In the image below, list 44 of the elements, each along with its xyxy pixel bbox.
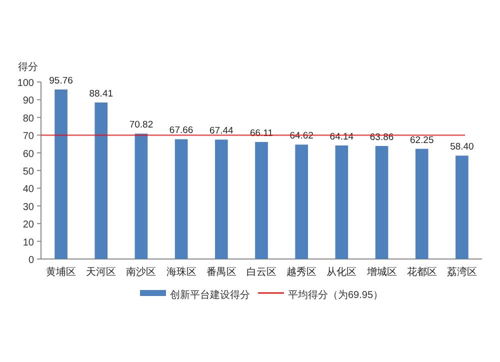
legend-label: 平均得分（为69.95） <box>288 289 384 301</box>
text: 62.25 <box>410 134 434 146</box>
y-tick-label: 0 <box>28 255 34 266</box>
legend-label: 创新平台建设得分 <box>170 289 250 301</box>
y-tick-label: 10 <box>22 237 34 248</box>
text: 95.76 <box>49 76 73 87</box>
x-tick-label: 荔湾区 <box>446 266 477 278</box>
bar <box>335 145 348 259</box>
y-axis-title: 得分 <box>18 61 38 73</box>
y-tick-label: 70 <box>22 131 34 142</box>
x-tick-label: 番禺区 <box>206 266 236 278</box>
y-tick-label: 20 <box>22 220 34 231</box>
x-tick-label: 白云区 <box>246 266 276 278</box>
bar <box>54 90 68 259</box>
bar <box>255 142 268 259</box>
bar <box>456 156 468 259</box>
x-tick-label: 黄埔区 <box>46 266 76 278</box>
text: 63.86 <box>370 132 394 143</box>
y-tick-label: 50 <box>22 166 34 178</box>
text: 67.66 <box>169 125 194 136</box>
bar <box>415 148 428 259</box>
bar <box>295 144 308 259</box>
text: 67.44 <box>210 126 234 137</box>
text: 70.82 <box>129 120 154 131</box>
bar <box>214 140 228 259</box>
bar <box>174 139 188 259</box>
y-tick-label: 90 <box>22 96 34 107</box>
text: 58.40 <box>450 142 474 153</box>
y-tick-label: 80 <box>22 113 34 124</box>
x-tick-label: 海珠区 <box>166 266 196 278</box>
x-tick-label: 花都区 <box>406 266 437 278</box>
bar <box>94 102 108 259</box>
x-tick-label: 增城区 <box>366 266 397 278</box>
bar <box>375 146 388 259</box>
y-tick-label: 40 <box>22 184 34 196</box>
x-tick-label: 南沙区 <box>126 266 156 278</box>
x-tick-label: 天河区 <box>86 266 116 278</box>
y-tick-label: 60 <box>22 148 34 160</box>
bar <box>134 134 148 259</box>
y-tick-label: 100 <box>17 78 34 89</box>
x-tick-label: 从化区 <box>326 266 357 278</box>
text: 88.41 <box>89 88 114 100</box>
x-tick-label: 越秀区 <box>286 266 317 278</box>
y-tick-label: 30 <box>22 202 34 213</box>
